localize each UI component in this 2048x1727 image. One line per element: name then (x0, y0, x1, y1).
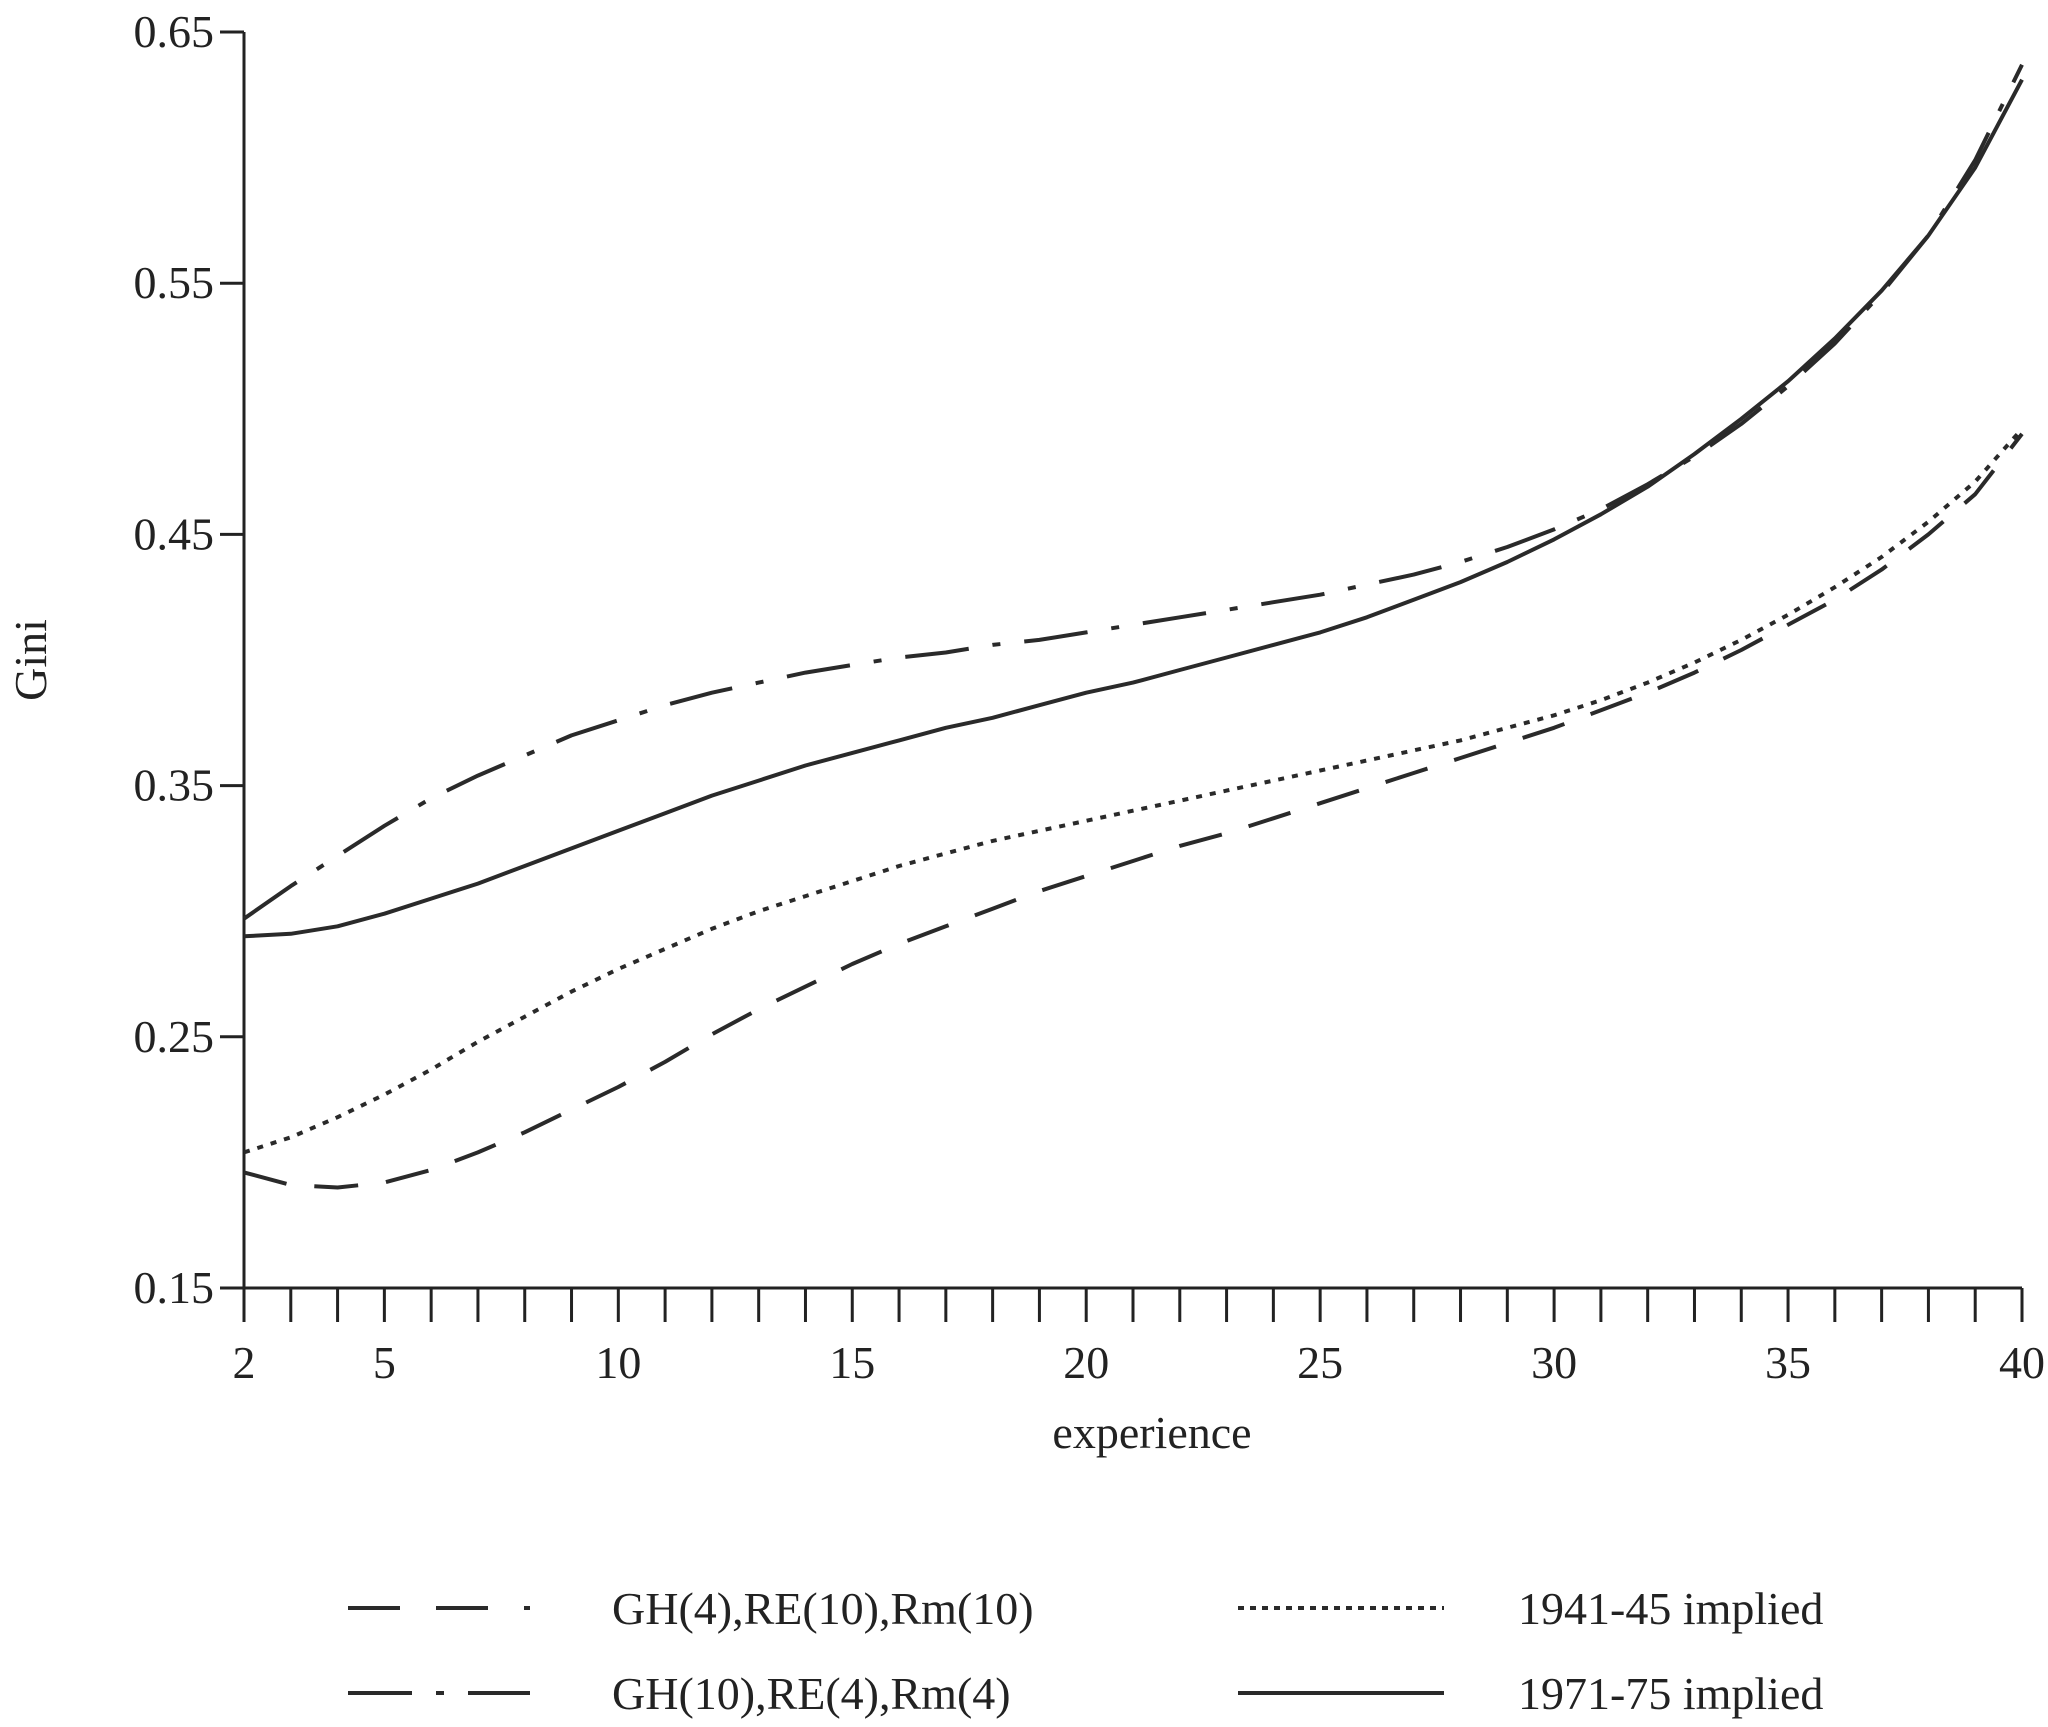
y-tick-label: 0.45 (134, 508, 215, 559)
legend-label-1: GH(4),RE(10),Rm(10) (612, 1583, 1034, 1634)
legend: GH(4),RE(10),Rm(10) GH(10),RE(4),Rm(4) 194… (348, 1583, 1823, 1719)
legend-label-2: GH(10),RE(4),Rm(4) (612, 1668, 1011, 1719)
x-tick-label: 25 (1297, 1337, 1343, 1388)
y-tick-label: 0.15 (134, 1262, 215, 1313)
series-line-2 (242, 63, 2024, 921)
y-tick-label: 0.65 (134, 6, 215, 57)
x-tick-label: 40 (1999, 1337, 2045, 1388)
y-tick-label: 0.25 (134, 1011, 215, 1062)
y-tick-label: 0.55 (134, 257, 215, 308)
x-tick-label: 2 (233, 1337, 256, 1388)
x-tick-label: 10 (595, 1337, 641, 1388)
x-tick-label: 15 (829, 1337, 875, 1388)
legend-label-4: 1971-75 implied (1518, 1668, 1823, 1719)
plot-area (242, 63, 2024, 1190)
legend-label-3: 1941-45 implied (1518, 1583, 1823, 1634)
x-axis-label: experience (1052, 1407, 1251, 1458)
y-axis-label: Gini (5, 619, 56, 701)
series-line-1 (243, 432, 2024, 1190)
x-tick-label: 5 (373, 1337, 396, 1388)
x-tick-label: 30 (1531, 1337, 1577, 1388)
series-line-4 (243, 78, 2024, 939)
x-tick-label: 35 (1765, 1337, 1811, 1388)
axes: 0.150.250.350.450.550.652 5 10 15 20 25 30 35 40 (134, 6, 2046, 1388)
x-tick-label: 20 (1063, 1337, 1109, 1388)
series-line-3 (243, 427, 2024, 1155)
y-tick-label: 0.35 (134, 760, 215, 811)
